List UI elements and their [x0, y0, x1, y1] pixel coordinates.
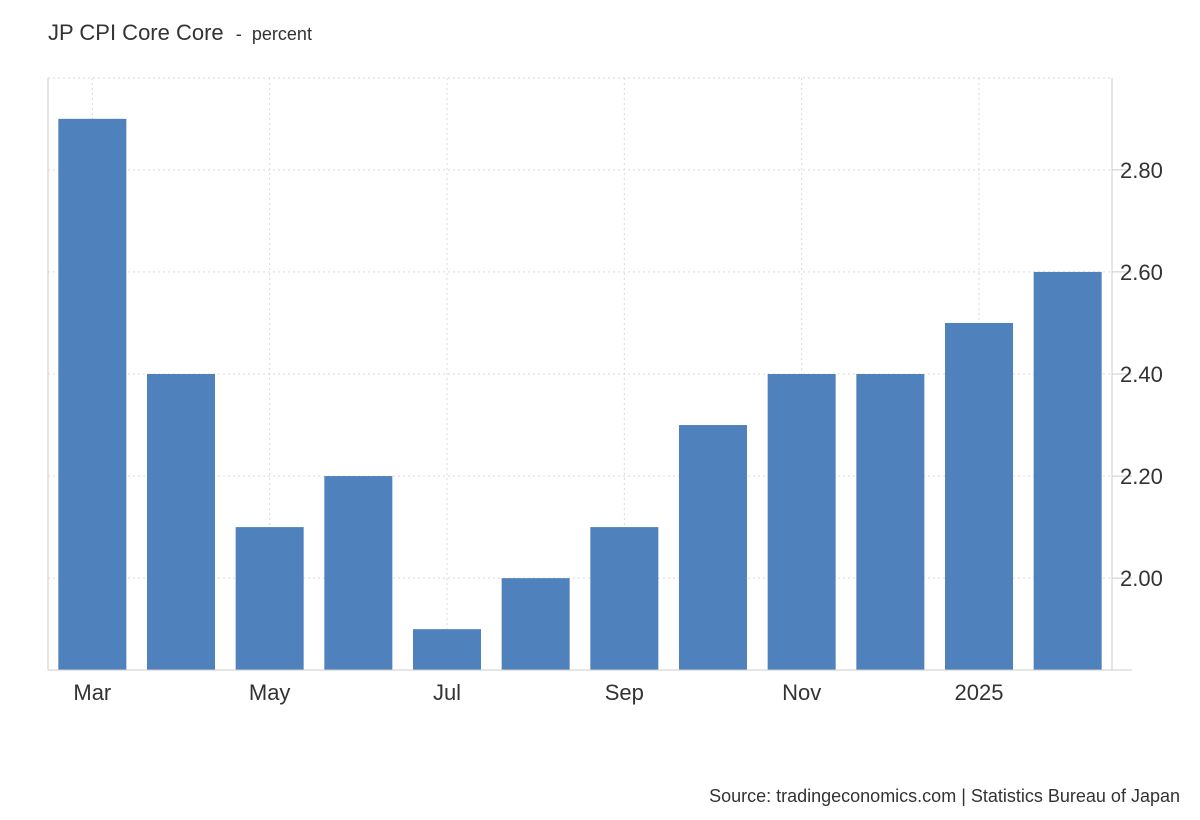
- x-tick-label: May: [249, 680, 291, 705]
- bar-3: [235, 527, 304, 670]
- x-tick-label: Sep: [605, 680, 644, 705]
- chart-title: JP CPI Core Core: [48, 20, 224, 45]
- bar-11: [945, 322, 1013, 670]
- y-tick-label: 2.00: [1120, 566, 1163, 591]
- tick-labels: 2.00 2.20 2.40 2.60 2.80 Mar May Jul Sep Nov 2025: [73, 158, 1162, 705]
- bar-12: [1033, 271, 1102, 670]
- bar-10: [856, 374, 925, 670]
- title-separator: -: [235, 24, 242, 44]
- y-tick-label: 2.40: [1120, 362, 1163, 387]
- x-tick-label: Mar: [73, 680, 111, 705]
- chart-unit: percent: [251, 24, 312, 44]
- bar-2: [147, 374, 215, 670]
- bar-9: [767, 374, 836, 670]
- x-tick-label: Jul: [433, 680, 461, 705]
- bar-5: [413, 629, 481, 670]
- y-tick-label: 2.80: [1120, 158, 1163, 183]
- y-tick-label: 2.60: [1120, 260, 1163, 285]
- chart-title-block: JP CPI Core Core - percent: [48, 20, 312, 46]
- source-note: Source: tradingeconomics.com | Statistic…: [709, 786, 1180, 806]
- bar-4: [324, 476, 393, 670]
- axes: [47, 78, 1132, 671]
- bar-8: [679, 425, 747, 670]
- bars: [58, 118, 1102, 671]
- bar-chart: 2.00 2.20 2.40 2.60 2.80 Mar May Jul Sep Nov 2025: [47, 77, 1163, 705]
- bar-6: [501, 578, 570, 670]
- x-tick-label: 2025: [955, 680, 1004, 705]
- x-tick-label: Nov: [782, 680, 821, 705]
- bar-7: [590, 527, 659, 670]
- y-tick-label: 2.20: [1120, 464, 1163, 489]
- bar-1: [58, 118, 127, 671]
